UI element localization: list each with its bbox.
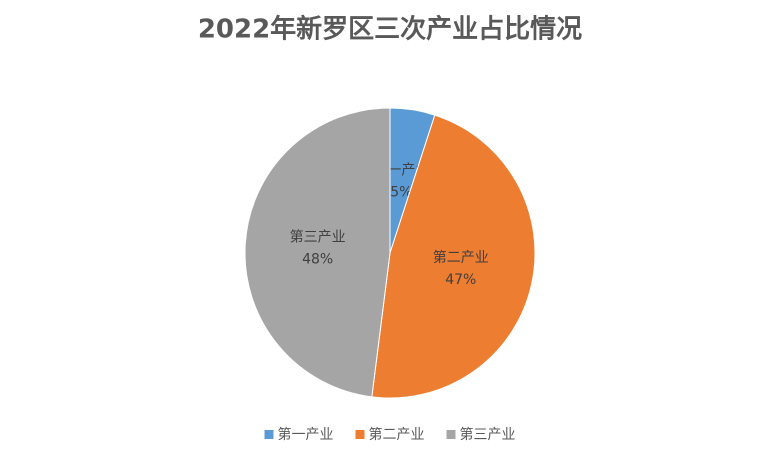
legend-text: 第二产业 (369, 426, 425, 443)
legend-swatch (355, 430, 365, 439)
pie-slice (371, 114, 536, 399)
slice-value-label: 5% (390, 184, 412, 200)
pie-slice (244, 107, 391, 398)
slice-category-label: 第三产业 (290, 228, 346, 245)
slice-category-label: 第二产业 (433, 249, 489, 266)
legend-text: 第三产业 (460, 426, 516, 443)
legend-swatch (264, 430, 274, 439)
chart-title: 2022年新罗区三次产业占比情况 (198, 14, 582, 45)
slice-value-label: 47% (445, 272, 476, 288)
slice-value-label: 48% (302, 251, 333, 267)
legend-swatch (446, 430, 456, 439)
legend-text: 第一产业 (278, 426, 334, 443)
